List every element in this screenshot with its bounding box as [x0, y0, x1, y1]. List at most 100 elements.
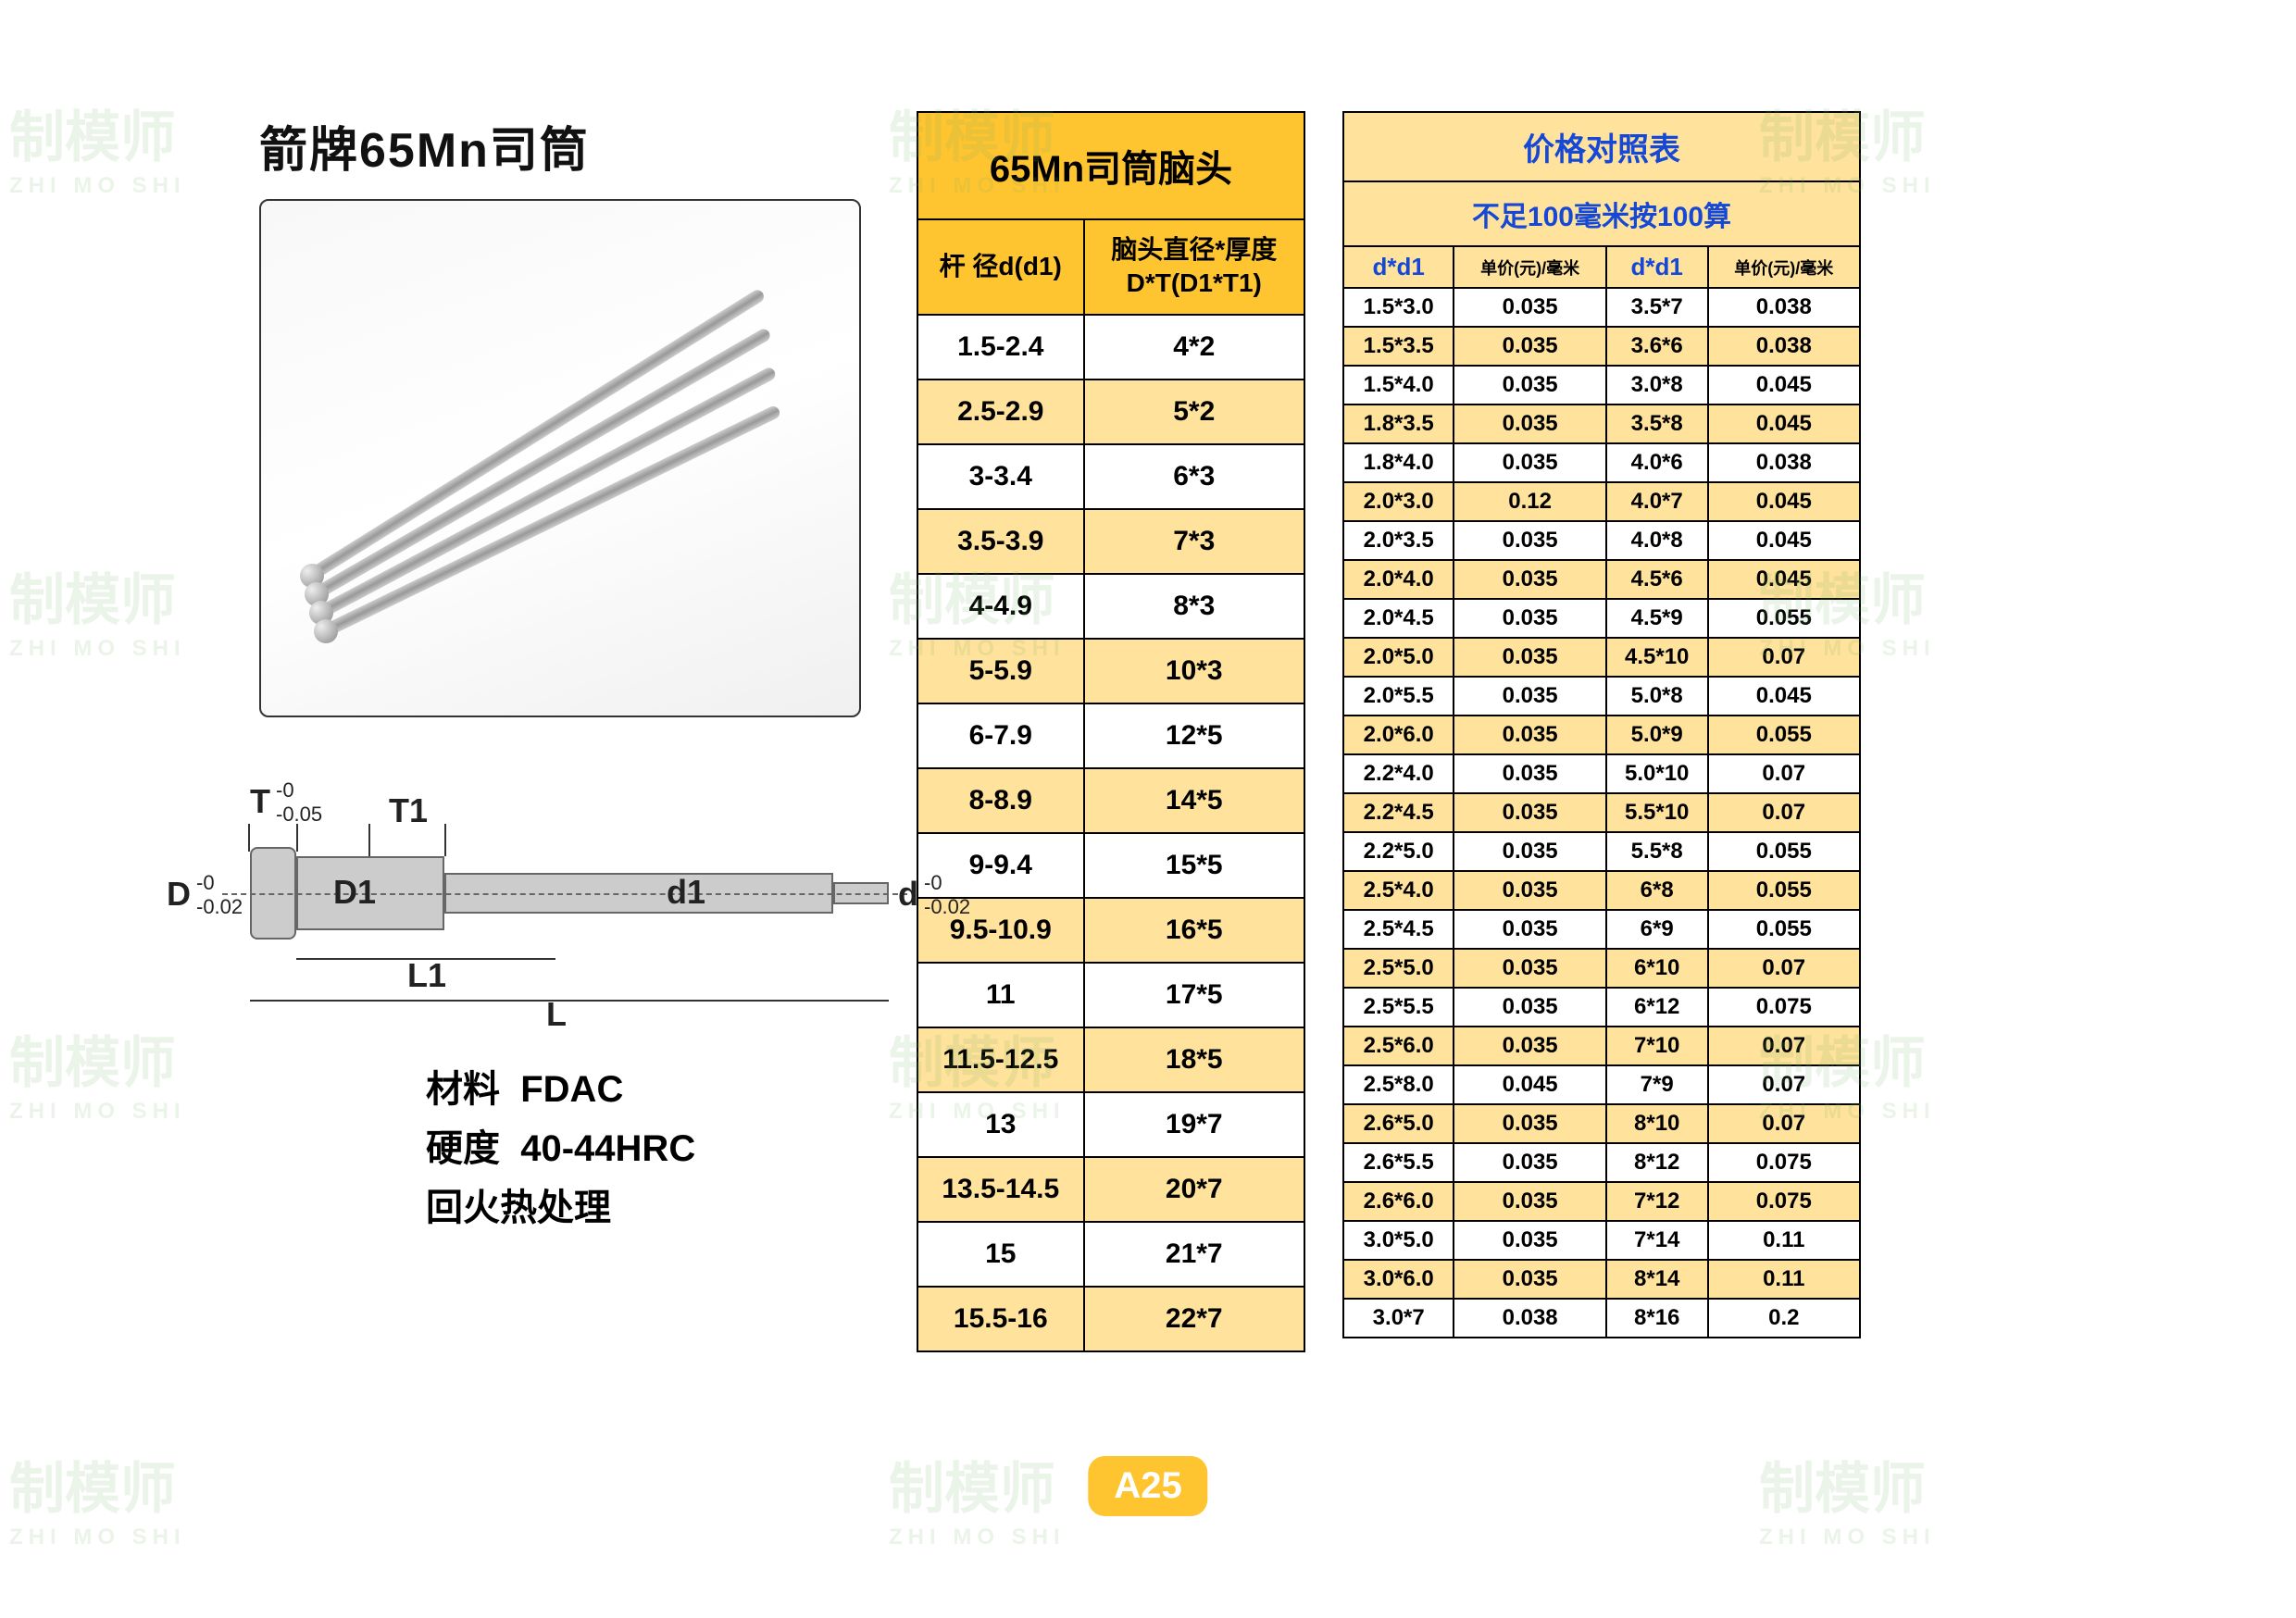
t1-cell-head: 22*7 — [1084, 1287, 1304, 1351]
table-row: 1521*7 — [917, 1222, 1304, 1287]
t2-cell: 4.5*9 — [1606, 599, 1708, 638]
t1-cell-diameter: 6-7.9 — [917, 703, 1084, 768]
t1-cell-diameter: 3-3.4 — [917, 444, 1084, 509]
t2-cell: 0.035 — [1454, 910, 1605, 949]
table-row: 2.5*4.50.0356*90.055 — [1343, 910, 1860, 949]
t2-subtitle: 不足100毫米按100算 — [1343, 181, 1860, 246]
t1-title: 65Mn司筒脑头 — [917, 112, 1304, 219]
table-row: 2.6*5.50.0358*120.075 — [1343, 1143, 1860, 1182]
t2-cell: 2.0*3.5 — [1343, 521, 1454, 560]
t2-cell: 2.0*4.5 — [1343, 599, 1454, 638]
t2-cell: 0.035 — [1454, 716, 1605, 754]
t2-cell: 6*9 — [1606, 910, 1708, 949]
t1-cell-diameter: 5-5.9 — [917, 639, 1084, 703]
label-d-tol: -0 -0.02 — [924, 871, 970, 919]
t2-cell: 0.038 — [1708, 288, 1860, 327]
t1-cell-diameter: 2.5-2.9 — [917, 380, 1084, 444]
t2-cell: 2.0*4.0 — [1343, 560, 1454, 599]
t2-cell: 2.5*6.0 — [1343, 1027, 1454, 1065]
material-label: 材料 — [426, 1069, 500, 1110]
t2-cell: 5.5*10 — [1606, 793, 1708, 832]
t2-cell: 0.035 — [1454, 599, 1605, 638]
t2-cell: 3.0*6.0 — [1343, 1260, 1454, 1299]
t1-cell-head: 10*3 — [1084, 639, 1304, 703]
t2-cell: 0.035 — [1454, 1221, 1605, 1260]
t2-cell: 0.2 — [1708, 1299, 1860, 1338]
table-row: 3.5-3.97*3 — [917, 509, 1304, 574]
t2-cell: 1.5*3.5 — [1343, 327, 1454, 366]
table-row: 2.0*6.00.0355.0*90.055 — [1343, 716, 1860, 754]
table-row: 2.0*5.50.0355.0*80.045 — [1343, 677, 1860, 716]
t2-cell: 4.5*10 — [1606, 638, 1708, 677]
t1-cell-head: 8*3 — [1084, 574, 1304, 639]
t1-cell-diameter: 15.5-16 — [917, 1287, 1084, 1351]
t2-cell: 0.038 — [1454, 1299, 1605, 1338]
t2-cell: 0.035 — [1454, 1027, 1605, 1065]
table-row: 2.0*5.00.0354.5*100.07 — [1343, 638, 1860, 677]
t2-cell: 3.0*5.0 — [1343, 1221, 1454, 1260]
t2-cell: 4.0*7 — [1606, 482, 1708, 521]
t2-cell: 4.5*6 — [1606, 560, 1708, 599]
t1-cell-diameter: 4-4.9 — [917, 574, 1084, 639]
table-row: 1.8*3.50.0353.5*80.045 — [1343, 404, 1860, 443]
label-D1: D1 — [333, 873, 376, 912]
t1-cell-head: 14*5 — [1084, 768, 1304, 833]
t2-cell: 2.6*5.0 — [1343, 1104, 1454, 1143]
t2-cell: 0.07 — [1708, 754, 1860, 793]
t2-cell: 0.055 — [1708, 871, 1860, 910]
t2-cell: 8*16 — [1606, 1299, 1708, 1338]
watermark: 制模师ZHI MO SHI — [9, 1444, 186, 1550]
label-T-tol: -0 -0.05 — [276, 778, 322, 827]
t2-cell: 0.035 — [1454, 832, 1605, 871]
table-row: 1.5*3.50.0353.6*60.038 — [1343, 327, 1860, 366]
table-row: 6-7.912*5 — [917, 703, 1304, 768]
t2-cell: 0.07 — [1708, 793, 1860, 832]
t2-cell: 3.0*7 — [1343, 1299, 1454, 1338]
t2-cell: 2.0*5.0 — [1343, 638, 1454, 677]
table-row: 9.5-10.916*5 — [917, 898, 1304, 963]
t2-cell: 4.0*6 — [1606, 443, 1708, 482]
table-row: 2.2*5.00.0355.5*80.055 — [1343, 832, 1860, 871]
t2-cell: 0.07 — [1708, 1104, 1860, 1143]
t2-cell: 0.035 — [1454, 1182, 1605, 1221]
head-size-table-container: 65Mn司筒脑头 杆 径d(d1) 脑头直径*厚度 D*T(D1*T1) 1.5… — [917, 111, 1305, 1352]
table-row: 2.2*4.00.0355.0*100.07 — [1343, 754, 1860, 793]
t2-cell: 2.5*5.5 — [1343, 988, 1454, 1027]
t2-cell: 3.6*6 — [1606, 327, 1708, 366]
t1-cell-head: 16*5 — [1084, 898, 1304, 963]
specifications: 材料 FDAC 硬度 40-44HRC 回火热处理 — [426, 1060, 880, 1238]
table-row: 8-8.914*5 — [917, 768, 1304, 833]
t2-cell: 0.055 — [1708, 716, 1860, 754]
t1-cell-diameter: 11 — [917, 963, 1084, 1027]
t2-cell: 3.5*7 — [1606, 288, 1708, 327]
t2-cell: 1.5*4.0 — [1343, 366, 1454, 404]
t1-cell-diameter: 3.5-3.9 — [917, 509, 1084, 574]
t2-cell: 5.0*10 — [1606, 754, 1708, 793]
t2-cell: 2.5*5.0 — [1343, 949, 1454, 988]
table-row: 4-4.98*3 — [917, 574, 1304, 639]
t2-cell: 0.045 — [1708, 404, 1860, 443]
t2-cell: 0.075 — [1708, 988, 1860, 1027]
t2-cell: 0.035 — [1454, 871, 1605, 910]
t2-cell: 0.045 — [1708, 482, 1860, 521]
table-row: 2.5*8.00.0457*90.07 — [1343, 1065, 1860, 1104]
hardness-value: 40-44HRC — [520, 1128, 695, 1169]
t2-col2: 单价(元)/毫米 — [1454, 246, 1605, 288]
t2-cell: 2.2*4.5 — [1343, 793, 1454, 832]
t1-cell-diameter: 13.5-14.5 — [917, 1157, 1084, 1222]
t2-cell: 0.035 — [1454, 677, 1605, 716]
t1-cell-head: 7*3 — [1084, 509, 1304, 574]
t2-cell: 0.055 — [1708, 910, 1860, 949]
engineering-diagram: T -0 -0.05 T1 D -0 -0.02 D1 d1 d -0 -0.0… — [130, 773, 889, 1032]
t1-cell-diameter: 11.5-12.5 — [917, 1027, 1084, 1092]
t2-cell: 0.045 — [1708, 366, 1860, 404]
t1-cell-head: 4*2 — [1084, 315, 1304, 380]
price-table-container: 价格对照表 不足100毫米按100算 d*d1 单价(元)/毫米 d*d1 单价… — [1342, 111, 1861, 1352]
t2-cell: 4.0*8 — [1606, 521, 1708, 560]
t2-cell: 0.035 — [1454, 988, 1605, 1027]
table-row: 1.8*4.00.0354.0*60.038 — [1343, 443, 1860, 482]
t2-cell: 0.07 — [1708, 949, 1860, 988]
t2-cell: 1.5*3.0 — [1343, 288, 1454, 327]
table-row: 1.5*3.00.0353.5*70.038 — [1343, 288, 1860, 327]
t2-title: 价格对照表 — [1343, 112, 1860, 181]
